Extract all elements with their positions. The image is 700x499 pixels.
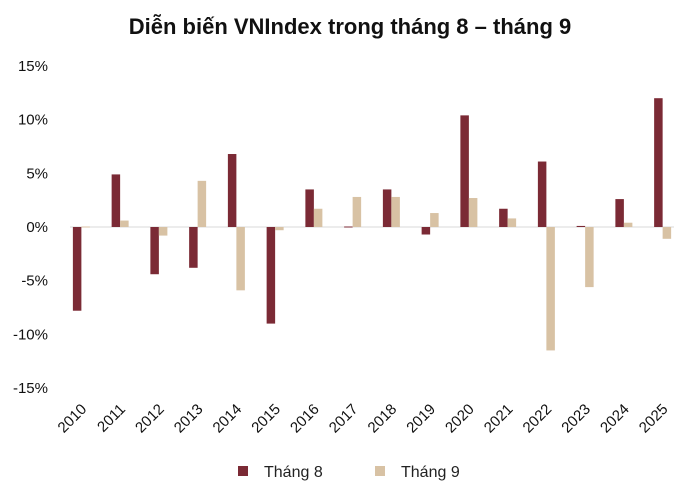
x-tick-label: 2023 xyxy=(558,401,594,437)
y-tick-label: -10% xyxy=(13,326,48,343)
bar-thang-9-2011 xyxy=(120,220,129,227)
x-tick-label: 2019 xyxy=(403,401,439,437)
y-tick-label: 10% xyxy=(18,112,48,129)
bar-thang-8-2021 xyxy=(499,208,508,227)
x-tick-label: 2022 xyxy=(520,401,556,437)
x-tick-label: 2017 xyxy=(326,401,362,437)
bar-thang-8-2017 xyxy=(344,226,353,228)
x-tick-label: 2012 xyxy=(132,401,168,437)
bar-thang-8-2015 xyxy=(266,227,276,324)
bar-thang-9-2018 xyxy=(391,196,400,227)
legend-label-thang-9: Tháng 9 xyxy=(401,464,460,481)
bar-thang-8-2022 xyxy=(537,161,547,227)
legend-label-thang-8: Tháng 8 xyxy=(264,464,323,481)
x-tick-label: 2020 xyxy=(442,401,478,437)
bar-thang-8-2010 xyxy=(72,227,82,311)
bar-thang-8-2019 xyxy=(421,227,431,235)
bar-thang-9-2016 xyxy=(313,208,323,227)
bar-thang-9-2012 xyxy=(158,227,168,236)
bar-thang-8-2012 xyxy=(150,227,159,275)
bar-thang-9-2013 xyxy=(197,180,207,227)
bar-thang-8-2018 xyxy=(382,189,392,227)
bar-thang-9-2020 xyxy=(468,198,478,227)
bar-thang-8-2013 xyxy=(189,227,198,268)
x-tick-label: 2013 xyxy=(171,401,207,437)
bar-thang-8-2023 xyxy=(576,225,586,227)
x-tick-label: 2011 xyxy=(94,401,129,436)
bar-thang-8-2014 xyxy=(227,154,237,227)
legend-swatch-thang-9 xyxy=(375,466,385,476)
bar-thang-9-2021 xyxy=(507,218,517,227)
x-axis: 2010 2011 2012 2013 2014 2015 2016 2017 2018 2019… xyxy=(55,401,672,437)
x-tick-label: 2015 xyxy=(248,401,284,437)
legend: Tháng 8 Tháng 9 xyxy=(238,464,460,481)
x-tick-label: 2021 xyxy=(481,401,517,437)
bar-thang-9-2022 xyxy=(546,227,555,351)
y-tick-label: -5% xyxy=(21,273,48,290)
bar-thang-9-2019 xyxy=(430,213,439,227)
y-axis: 15% 10% 5% 0% -5% -10% -15% xyxy=(13,58,48,397)
bar-thang-8-2025 xyxy=(654,98,663,227)
x-tick-label: 2025 xyxy=(636,401,672,437)
bar-thang-8-2011 xyxy=(111,174,121,227)
chart-title: Diễn biến VNIndex trong tháng 8 – tháng … xyxy=(129,14,571,39)
bar-thang-9-2024 xyxy=(623,222,633,227)
bar-thang-9-2025 xyxy=(662,227,672,239)
x-tick-label: 2018 xyxy=(365,401,401,437)
y-tick-label: 15% xyxy=(18,58,48,75)
bar-group xyxy=(72,98,672,351)
y-tick-label: -15% xyxy=(13,380,48,397)
bar-thang-9-2023 xyxy=(585,227,594,288)
bar-thang-8-2020 xyxy=(460,115,469,227)
x-tick-label: 2016 xyxy=(287,401,323,437)
bar-thang-9-2014 xyxy=(236,227,245,291)
x-tick-label: 2014 xyxy=(210,401,246,437)
bar-thang-9-2017 xyxy=(352,196,362,227)
bar-thang-9-2015 xyxy=(275,227,284,231)
bar-thang-8-2016 xyxy=(305,189,314,227)
bar-thang-8-2024 xyxy=(615,199,624,227)
y-tick-label: 5% xyxy=(26,165,48,182)
y-tick-label: 0% xyxy=(26,219,48,236)
x-tick-label: 2024 xyxy=(597,401,633,437)
x-tick-label: 2010 xyxy=(55,401,91,437)
legend-swatch-thang-8 xyxy=(238,466,248,476)
bar-thang-9-2010 xyxy=(81,226,90,228)
